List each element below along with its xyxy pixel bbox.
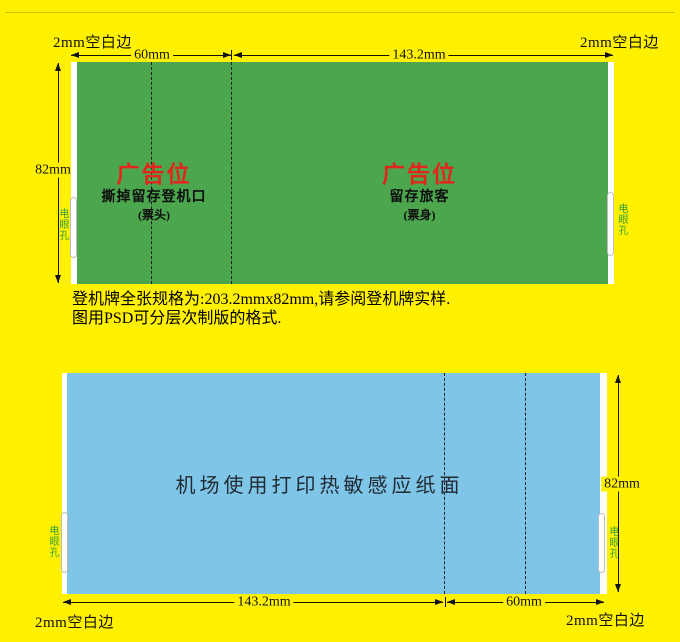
arrow-left-icon — [234, 52, 242, 58]
stub-section: 广告位 撕掉留存登机口 (票头) — [77, 62, 231, 284]
eye-hole-notch-bottom-left — [61, 512, 68, 573]
arrow-right-icon — [223, 52, 231, 58]
arrow-right-icon — [435, 599, 443, 605]
bottom-ticket: 机场使用打印热敏感应纸面 — [62, 373, 607, 594]
thermal-paper-caption: 机场使用打印热敏感应纸面 — [175, 475, 464, 497]
eye-hole-label-bottom-right: 电眼孔 — [607, 526, 618, 559]
top-rule-line — [5, 12, 675, 13]
arrow-left-icon — [63, 599, 71, 605]
eye-hole-notch-bottom-right — [598, 513, 605, 573]
arrow-left-icon — [447, 599, 455, 605]
perforation-line-stub-boundary — [231, 62, 232, 284]
stub-ad-slot-heading: 广告位 — [116, 161, 192, 187]
junction-tick-bottom — [445, 597, 446, 607]
body-note-line2: (票身) — [403, 208, 436, 222]
perforation-line-body-boundary — [444, 373, 445, 594]
spec-note-line2: 图用PSD可分层次制版的格式. — [72, 310, 282, 327]
perforation-line-stub-mid — [151, 62, 152, 284]
eye-hole-notch-top-right — [607, 192, 614, 256]
body-section: 广告位 留存旅客 (票身) — [231, 62, 608, 284]
arrow-down-icon — [615, 584, 621, 592]
spec-note-line1: 登机牌全张规格为:203.2mmx82mm,请参阅登机牌实样. — [72, 291, 451, 308]
eye-hole-notch-top-left — [70, 197, 77, 258]
arrow-right-icon — [596, 599, 604, 605]
eye-hole-label-top-left: 电眼孔 — [57, 208, 68, 241]
junction-tick-top — [231, 50, 232, 60]
dim-label-body-width-top: 143.2mm — [389, 47, 449, 63]
margin-label-top-left: 2mm空白边 — [53, 35, 132, 51]
body-note-line1: 留存旅客 — [389, 190, 450, 205]
dim-label-stub-width-top: 60mm — [131, 47, 173, 63]
stub-note-line1: 撕掉留存登机口 — [101, 190, 207, 205]
top-ticket: 广告位 撕掉留存登机口 (票头) 广告位 留存旅客 (票身) — [71, 62, 614, 284]
perforation-line-stub-mid-bottom — [525, 373, 526, 594]
arrow-right-icon — [605, 52, 613, 58]
eye-hole-label-top-right: 电眼孔 — [616, 203, 627, 236]
top-ticket-print-area: 广告位 撕掉留存登机口 (票头) 广告位 留存旅客 (票身) — [77, 62, 608, 284]
arrow-up-icon — [615, 375, 621, 383]
dim-label-body-width-bottom: 143.2mm — [234, 594, 294, 610]
arrow-up-icon — [55, 63, 61, 71]
margin-label-bottom-right: 2mm空白边 — [566, 613, 645, 629]
margin-label-top-right: 2mm空白边 — [580, 35, 659, 51]
spec-note: 登机牌全张规格为:203.2mmx82mm,请参阅登机牌实样. 图用PSD可分层… — [72, 290, 450, 328]
arrow-left-icon — [71, 52, 79, 58]
arrow-down-icon — [55, 275, 61, 283]
caption-wrap: 机场使用打印热敏感应纸面 — [67, 373, 600, 594]
dim-label-height-left: 82mm — [32, 162, 74, 178]
eye-hole-label-bottom-left: 电眼孔 — [47, 525, 58, 558]
dim-label-stub-width-bottom: 60mm — [503, 594, 545, 610]
body-ad-slot-heading: 广告位 — [382, 161, 457, 187]
stub-note-line2: (票头) — [138, 208, 170, 222]
dim-label-height-right: 82mm — [601, 476, 643, 492]
bottom-ticket-print-area: 机场使用打印热敏感应纸面 — [67, 373, 600, 594]
margin-label-bottom-left: 2mm空白边 — [35, 615, 114, 631]
